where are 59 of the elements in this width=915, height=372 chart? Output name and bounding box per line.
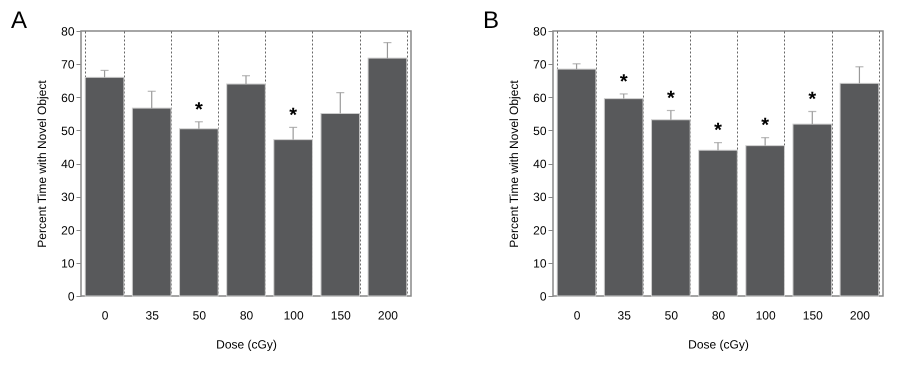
bar (226, 84, 266, 296)
x-tick-label: 80 (712, 308, 726, 322)
bar (132, 108, 172, 296)
y-tick-label: 30 (61, 190, 75, 204)
y-tick-label: 50 (533, 124, 547, 138)
x-tick-label: 150 (330, 308, 352, 322)
x-tick-label: 200 (378, 308, 398, 322)
y-tick-label: 40 (533, 157, 547, 171)
x-tick-label: 35 (146, 308, 160, 322)
y-axis-title: Percent Time with Novel Object (35, 80, 50, 248)
chart-title: A (11, 7, 28, 34)
bar (745, 145, 785, 296)
annotation: * (761, 114, 770, 137)
y-tick-label: 80 (61, 24, 75, 38)
x-tick-label: 150 (802, 308, 824, 322)
y-tick-label: 40 (61, 157, 75, 171)
y-tick-label: 70 (61, 58, 75, 72)
y-tick-label: 0 (540, 290, 547, 304)
annotation: * (620, 70, 628, 93)
y-tick-label: 80 (533, 24, 547, 38)
x-tick-label: 0 (102, 308, 109, 322)
bar (792, 124, 832, 296)
x-tick-label: 0 (574, 308, 581, 322)
y-tick-label: 50 (61, 124, 75, 138)
y-tick-label: 20 (61, 223, 75, 238)
annotation: * (714, 120, 722, 142)
bar (698, 150, 738, 296)
bar (840, 82, 880, 296)
x-tick-label: 50 (192, 308, 206, 322)
y-tick-label: 10 (61, 256, 75, 270)
y-tick-label: 0 (68, 290, 75, 304)
x-tick-label: 80 (240, 308, 254, 322)
x-axis-title: Dose (cGy) (688, 338, 749, 352)
annotation: * (289, 104, 298, 126)
bar (273, 139, 313, 296)
annotation: * (666, 88, 675, 110)
x-tick-label: 100 (284, 308, 304, 322)
x-axis-title: Dose (cGy) (216, 338, 277, 352)
annotation: * (808, 88, 816, 110)
y-tick-label: 20 (533, 223, 547, 238)
y-tick-label: 30 (533, 190, 547, 204)
bar (179, 128, 219, 296)
bar (368, 58, 408, 296)
x-tick-label: 50 (664, 308, 678, 322)
chart-title: B (483, 7, 500, 34)
y-axis-title: Percent Time with Novel Object (507, 80, 522, 248)
y-tick-label: 70 (533, 58, 547, 72)
x-tick-label: 200 (850, 308, 870, 322)
x-tick-label: 35 (618, 308, 632, 322)
bar (651, 119, 691, 296)
bar (556, 68, 596, 296)
annotation: * (194, 98, 203, 121)
x-tick-label: 100 (756, 308, 776, 322)
bar (604, 98, 644, 296)
y-tick-label: 60 (533, 90, 547, 105)
y-tick-label: 10 (533, 256, 547, 270)
bar (84, 76, 124, 296)
bar (320, 112, 360, 296)
y-tick-label: 60 (61, 90, 75, 105)
